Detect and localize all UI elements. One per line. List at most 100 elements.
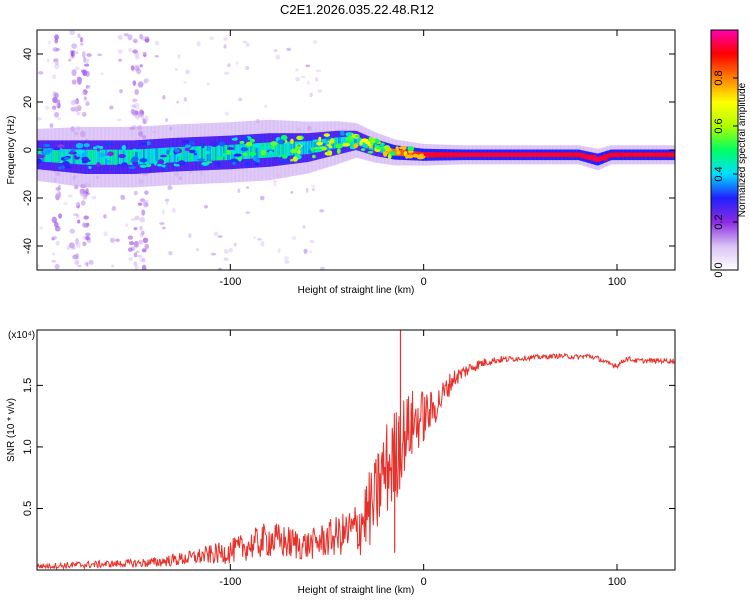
spectrogram-blob [176, 153, 183, 158]
spectrogram-core [210, 145, 213, 161]
spectrogram-blob [218, 141, 226, 147]
spectrogram-core [416, 151, 419, 158]
spectrogram-peak [446, 152, 457, 156]
spectrogram-blob [197, 158, 206, 161]
y-tick-label: -40 [22, 238, 34, 254]
spectrogram-peak [435, 152, 446, 156]
spectrogram-speckle [137, 81, 144, 88]
spectrogram-core [223, 145, 226, 161]
spectrogram-speckle [128, 241, 135, 246]
spectrogram-speckle [309, 250, 313, 254]
spectrogram-speckle [228, 247, 233, 253]
spectrogram-blob [312, 139, 320, 142]
spectrogram-speckle [55, 99, 60, 104]
spectrogram-blob [249, 138, 255, 143]
spectrogram-core [277, 142, 280, 157]
spectrogram-blob [83, 143, 90, 148]
spectrogram-core [274, 142, 277, 158]
spectrogram-core [244, 143, 247, 160]
spectrogram-peak [423, 152, 434, 156]
spectrogram-speckle [176, 100, 179, 104]
spectrogram-speckle [137, 202, 143, 206]
spectrogram-core [79, 149, 82, 165]
spectrogram-speckle [144, 243, 150, 250]
spectrogram-core [289, 141, 292, 156]
spectrogram-speckle [100, 72, 104, 76]
spectrogram-blob [310, 147, 315, 152]
spectrogram-peak [655, 152, 666, 156]
spectrogram-speckle [54, 34, 60, 40]
spectrogram-core [112, 149, 115, 165]
snr-y-axis-label: SNR (10 * v/v) [6, 398, 17, 462]
spectrogram-core [373, 143, 376, 151]
spectrogram-peak [551, 152, 562, 156]
spectrogram-blob [132, 148, 137, 152]
spectrogram-speckle [161, 209, 165, 215]
colorbar-label: Normalized spectral amplitude [737, 82, 748, 217]
spectrogram-blob [105, 141, 112, 146]
spectrogram-speckle [109, 237, 115, 243]
spectrogram-core [166, 147, 169, 163]
spectrogram-core [99, 149, 102, 165]
spectrogram-speckle [138, 239, 144, 245]
spectrogram-speckle [245, 211, 251, 214]
spectrogram-core [197, 146, 200, 162]
spectrogram-blob [232, 161, 236, 165]
spectrogram-speckle [103, 231, 109, 237]
spectrogram-speckle [85, 235, 90, 241]
spectrogram-core [240, 144, 243, 160]
spectrogram-blob [132, 161, 139, 166]
spectrogram-blob [96, 162, 101, 167]
colorbar: 0.0 0.2 0.4 0.6 0.8 Normalized spectral ampl… [710, 29, 748, 278]
spectrogram-peak [470, 152, 481, 156]
y-tick-label: 1.5 [22, 378, 34, 393]
spectrogram-speckle [71, 79, 77, 85]
spectrogram-speckle [83, 56, 87, 63]
spectrogram-core [278, 142, 281, 157]
spectrogram-panel: -100 0 100 -40 -20 0 20 40 Height of straight l… [6, 29, 676, 296]
spectrogram-blob [139, 158, 148, 163]
spectrogram-core [198, 146, 201, 162]
spectrogram-speckle [85, 232, 91, 237]
spectrogram-core [201, 146, 204, 162]
spectrogram-core [172, 147, 175, 163]
spectrogram-core [209, 145, 212, 161]
spectrogram-blob [379, 142, 385, 146]
spectrogram-blob [249, 151, 257, 156]
spectrogram-core [400, 149, 403, 157]
spectrogram-speckle [132, 98, 138, 103]
spectrogram-core [279, 142, 282, 157]
spectrogram-speckle [295, 68, 299, 72]
spectrogram-blob [95, 145, 101, 149]
spectrogram-speckle [159, 222, 165, 225]
spectrogram-speckle [62, 202, 69, 206]
spectrogram-speckle [58, 213, 62, 219]
spectrogram-blob [76, 153, 81, 157]
spectrogram-blob [242, 152, 248, 157]
spectrogram-blob [227, 147, 235, 150]
spectrogram-speckle [183, 80, 187, 84]
spectrogram-core [251, 143, 254, 159]
spectrogram-speckle [253, 235, 256, 240]
spectrogram-blob [405, 153, 409, 159]
spectrogram-blob [245, 141, 253, 147]
spectrogram-blob [365, 141, 371, 145]
spectrogram-core [338, 137, 341, 148]
spectrogram-core [363, 139, 366, 148]
spectrogram-peak [504, 152, 515, 156]
spectrogram-blob [65, 165, 71, 169]
spectrogram-core [503, 152, 506, 158]
spectrogram-blob [268, 150, 273, 155]
spectrogram-core [57, 148, 60, 163]
spectrogram-core [248, 143, 251, 159]
spectrogram-speckle [141, 51, 146, 55]
spectrogram-core [584, 153, 587, 159]
spectrogram-core [336, 137, 339, 149]
spectrogram-speckle [172, 207, 176, 213]
colorbar-tick-label: 0.4 [713, 166, 725, 181]
spectrogram-speckle [264, 104, 267, 109]
spectrogram-blob [116, 163, 122, 168]
spectrogram-core [125, 149, 128, 165]
spectrogram-speckle [111, 264, 115, 268]
spectrogram-core [301, 141, 304, 155]
